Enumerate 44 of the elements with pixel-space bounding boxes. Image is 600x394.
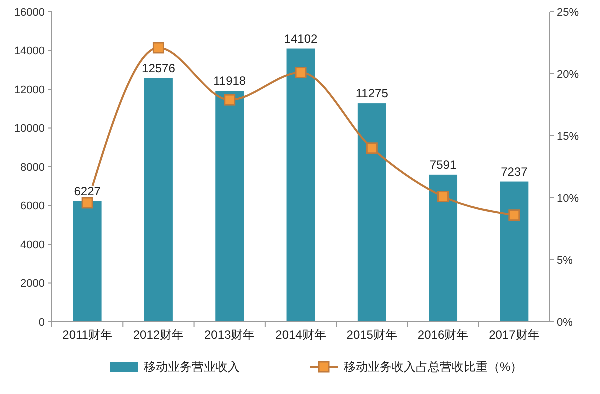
point [438, 191, 450, 203]
point [152, 42, 164, 54]
y-tick-label: 6000 [20, 200, 45, 213]
point [224, 94, 236, 106]
y-tick-label: 10000 [14, 123, 45, 136]
point [366, 142, 378, 154]
x-tick-label: 2016财年 [418, 328, 469, 342]
bar [216, 91, 244, 322]
x-tick-label: 2011财年 [62, 328, 112, 342]
point [508, 210, 520, 222]
x-tick-label: 2015财年 [346, 328, 398, 342]
y-tick-label: 14000 [14, 46, 45, 58]
y-tick-label: 8000 [20, 162, 45, 174]
y2-tick-label: 0% [557, 316, 574, 329]
y2-tick-label: 20% [557, 68, 580, 81]
bar [144, 78, 173, 322]
y2-tick-label: 15% [557, 130, 580, 143]
legend-label: 移动业务营业收入 [144, 360, 240, 374]
x-tick-label: 2012财年 [133, 328, 184, 342]
y2-tick-label: 25% [557, 6, 580, 19]
bar [429, 174, 458, 322]
x-tick-label: 2013财年 [204, 328, 256, 342]
data-label: 11918 [214, 74, 246, 88]
legend-label: 移动业务收入占总营收比重（%） [344, 360, 523, 374]
y-tick-label: 2000 [20, 278, 45, 290]
data-label: 12576 [142, 61, 176, 76]
data-label: 7591 [430, 158, 457, 172]
bar [500, 182, 529, 322]
x-tick-label: 2014财年 [276, 328, 326, 342]
point [82, 197, 94, 209]
x-tick-label: 2017财年 [489, 328, 540, 342]
data-label: 14102 [284, 32, 318, 46]
bar [358, 104, 386, 322]
bar [286, 48, 316, 322]
point [295, 67, 307, 79]
bar [73, 201, 102, 322]
y-tick-label: 12000 [14, 84, 45, 96]
y-tick-label: 16000 [14, 6, 45, 19]
y-tick-label: 4000 [20, 239, 45, 252]
y-tick-label: 0 [38, 316, 45, 329]
y2-tick-label: 5% [557, 254, 574, 267]
data-label: 11275 [356, 86, 389, 101]
y2-tick-label: 10% [557, 192, 580, 205]
data-label: 7237 [501, 164, 528, 179]
